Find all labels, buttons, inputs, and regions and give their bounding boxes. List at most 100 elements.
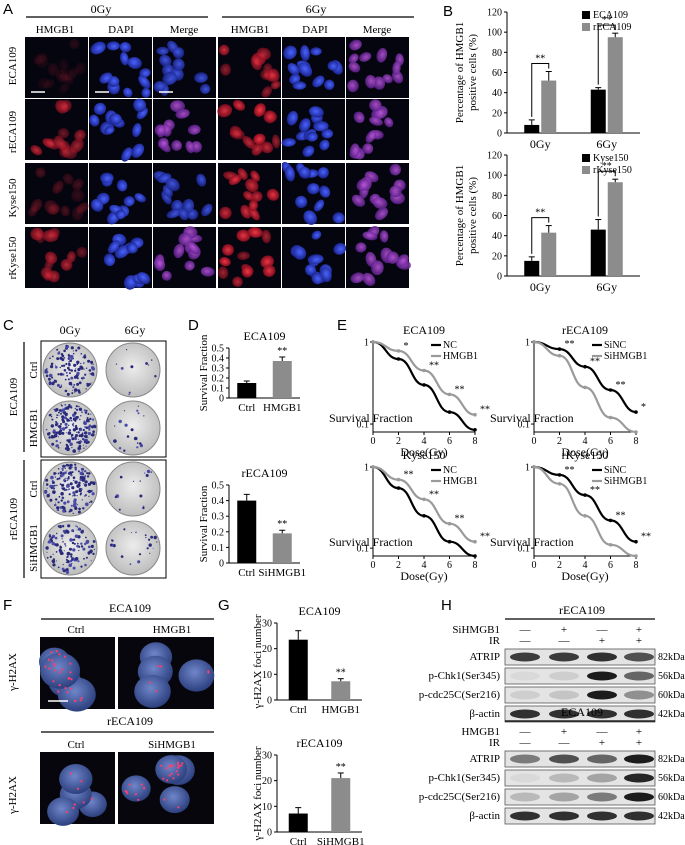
- legend-swatch: [582, 166, 590, 174]
- cell-nucleus: [321, 128, 334, 139]
- data-point: [557, 353, 562, 358]
- colony: [50, 365, 54, 369]
- cell-nucleus: [173, 243, 185, 259]
- colony: [128, 394, 130, 396]
- colony: [83, 435, 87, 438]
- cell-nucleus: [119, 42, 132, 53]
- cell-nucleus: [66, 251, 76, 263]
- y-tick-label: 1: [525, 463, 530, 474]
- data-point: [608, 415, 613, 420]
- nucleus: [59, 764, 93, 794]
- cell-nucleus: [348, 61, 361, 73]
- colony: [72, 428, 77, 432]
- cell-nucleus: [218, 44, 230, 56]
- colony: [138, 553, 142, 556]
- foci-dot: [64, 686, 67, 690]
- bar: [524, 124, 540, 133]
- colony: [82, 428, 85, 432]
- micrograph-tile: [346, 163, 409, 224]
- colony: [75, 525, 77, 527]
- colony: [73, 531, 75, 532]
- y-axis-label: Survival Fraction: [198, 334, 210, 411]
- cell-nucleus: [287, 63, 300, 76]
- protein-band: [510, 811, 540, 821]
- colony: [90, 413, 92, 415]
- panel-c-row-ctrl-2: Ctrl: [28, 480, 40, 497]
- colony: [84, 495, 86, 497]
- colony: [60, 492, 64, 496]
- colony: [67, 477, 70, 480]
- bar: [590, 229, 606, 276]
- colony: [78, 391, 81, 394]
- foci-dot: [155, 690, 158, 693]
- significance-marker: **: [602, 161, 612, 172]
- colony: [80, 471, 83, 475]
- cell-nucleus: [171, 140, 182, 151]
- cell-nucleus: [365, 130, 377, 143]
- foci-dot: [80, 780, 83, 783]
- colony: [77, 510, 81, 514]
- x-axis-label: Dose(Gy): [400, 445, 447, 459]
- colony: [63, 479, 66, 482]
- cell-nucleus: [91, 198, 104, 212]
- cell-nucleus: [127, 57, 142, 69]
- foci-dot: [166, 779, 169, 782]
- colony: [79, 440, 82, 443]
- colony: [58, 409, 62, 412]
- data-point: [473, 412, 477, 417]
- foci-dot: [143, 787, 146, 790]
- cell-nucleus: [348, 53, 359, 64]
- cell-nucleus: [295, 195, 308, 208]
- data-point: [396, 357, 401, 361]
- x-axis-label: Dose(Gy): [561, 569, 608, 583]
- colony: [78, 438, 80, 440]
- colony: [88, 426, 91, 429]
- protein-band: [587, 671, 617, 681]
- colony: [52, 488, 55, 490]
- micrograph-tile: [89, 98, 152, 162]
- x-tick-label: HMGB1: [263, 402, 302, 414]
- foci-dot: [73, 803, 76, 806]
- panel-a-row-kyse150: Kyse150: [7, 178, 19, 218]
- cell-nucleus: [355, 242, 367, 253]
- cell-nucleus: [121, 147, 133, 162]
- colony: [64, 389, 68, 393]
- colony: [52, 490, 56, 494]
- cell-nucleus: [248, 199, 259, 211]
- colony: [86, 417, 89, 419]
- cell-nucleus: [196, 173, 207, 187]
- blot-strip: [504, 686, 656, 704]
- cell-nucleus: [349, 39, 362, 51]
- data-point: [422, 514, 426, 518]
- bar: [541, 80, 557, 133]
- colony: [91, 492, 95, 496]
- treatment-value: +: [636, 624, 642, 636]
- colony: [51, 363, 53, 365]
- colony: [72, 417, 77, 421]
- colony: [65, 344, 68, 347]
- cell-nucleus: [42, 229, 59, 243]
- colony: [55, 543, 59, 547]
- cell-nucleus: [256, 47, 271, 61]
- cell-nucleus: [384, 117, 394, 128]
- colony: [65, 362, 68, 366]
- cell-nucleus: [99, 72, 113, 84]
- colony: [128, 391, 131, 394]
- y-axis-label: Percentage of HMGB1: [454, 22, 466, 123]
- colony: [45, 428, 48, 431]
- y-tick-label: 100: [487, 171, 502, 182]
- treatment-label: HMGB1: [461, 726, 500, 738]
- significance-marker: **: [565, 465, 575, 476]
- bar: [331, 681, 351, 700]
- data-point: [557, 482, 562, 486]
- significance-marker: **: [616, 510, 626, 521]
- colony-dish: [42, 461, 98, 517]
- colony: [69, 416, 72, 420]
- protein-band: [587, 792, 617, 802]
- cell-nucleus: [107, 240, 120, 254]
- colony: [65, 510, 67, 512]
- cell-nucleus: [319, 139, 330, 151]
- foci-dot: [128, 783, 131, 786]
- protein-band: [549, 690, 579, 700]
